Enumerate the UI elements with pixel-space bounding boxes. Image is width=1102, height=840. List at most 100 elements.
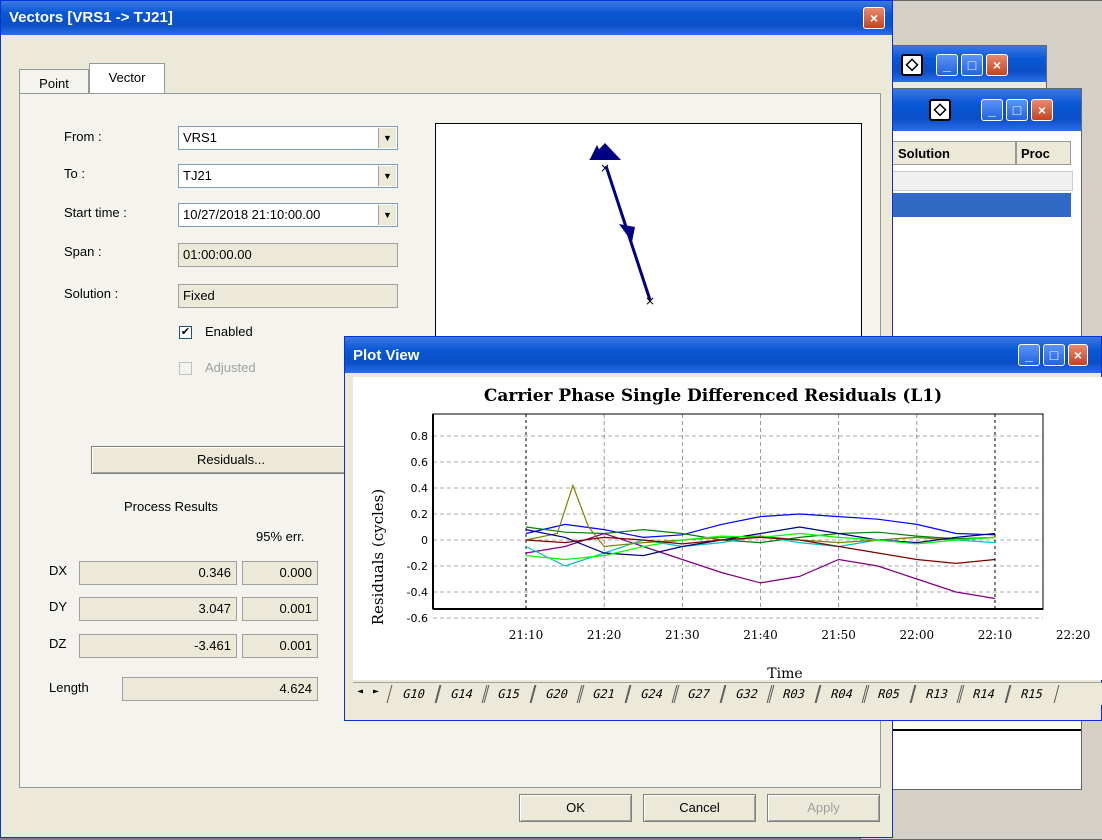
x-tick-label: 22:10 [978,628,1013,642]
tab-g14[interactable]: G14 [434,685,489,703]
tab-g20[interactable]: G20 [529,685,584,703]
vector-arrow [619,224,635,242]
from-point-cross: × [600,161,610,175]
tab-r05[interactable]: R05 [861,685,917,703]
cancel-button[interactable]: Cancel [643,794,756,822]
tab-r14[interactable]: R14 [956,685,1012,703]
start-time-combo[interactable]: 10/27/2018 21:10:00.00 ▼ [178,203,398,227]
to-value: TJ21 [183,168,212,183]
x-tick-label: 21:20 [587,628,622,642]
plot-view-titlebar: Plot View [345,337,1101,373]
plot-view-window: Plot View _ □ × Carrier Phase Single Dif… [344,336,1102,721]
dz-err: 0.001 [242,634,318,658]
process-results-label: Process Results [124,499,218,514]
plot-maximize-button[interactable]: □ [1043,344,1065,366]
diamond-icon[interactable]: ◇ [901,54,923,76]
to-point-cross: × [645,294,655,308]
chevron-down-icon[interactable]: ▼ [378,128,396,148]
chevron-down-icon[interactable]: ▼ [378,205,396,225]
chart-ylabel: Residuals (cycles) [369,489,387,626]
chart-axes: 21:10 21:20 21:30 21:40 21:50 22:00 22:10 22:20… [407,413,1090,642]
chart-title: Carrier Phase Single Differenced Residua… [484,386,942,406]
ok-button[interactable]: OK [519,794,632,822]
dy-err: 0.001 [242,597,318,621]
table-row-selected[interactable] [891,193,1071,217]
plot-minimize-button[interactable]: _ [1018,344,1040,366]
dz-label: DZ [49,636,67,651]
x-tick-label: 22:00 [900,628,935,642]
series-line [525,483,996,548]
y-tick-label: 0 [421,534,428,547]
chart-xlabel: Time [767,666,802,680]
adjusted-checkbox[interactable] [179,362,192,375]
chart-grid [433,414,1043,619]
tab-r04[interactable]: R04 [814,685,869,703]
solution-field: Fixed [178,284,398,308]
dx-label: DX [49,563,68,578]
series-line [525,536,996,565]
tab-vector[interactable]: Vector [89,63,165,93]
x-tick-label: 21:10 [509,628,544,642]
tab-g27[interactable]: G27 [671,685,727,703]
dx-value: 0.346 [79,561,237,585]
column-header-solution[interactable]: Solution [891,141,1016,165]
column-header-proc[interactable]: Proc [1016,141,1071,165]
solution-label: Solution : [64,286,119,301]
plot-close-button[interactable]: × [1068,344,1088,366]
panel-divider [881,729,1081,731]
tab-g10[interactable]: G10 [386,685,442,703]
minimize-button[interactable]: _ [981,99,1003,121]
to-combo[interactable]: TJ21 ▼ [178,164,398,188]
residuals-chart: Carrier Phase Single Differenced Residua… [369,386,1090,680]
tab-point[interactable]: Point [19,69,89,93]
minimize-button[interactable]: _ [936,54,958,76]
dialog-close-button[interactable]: × [863,7,885,29]
tab-scroll-right[interactable]: ► [373,686,380,697]
enabled-checkbox[interactable]: ✔ [179,326,192,339]
maximize-button[interactable]: □ [961,54,983,76]
x-tick-label: 21:30 [665,628,700,642]
tab-g24[interactable]: G24 [624,685,679,703]
span-label: Span : [64,244,102,259]
tab-g15[interactable]: G15 [481,685,537,703]
series-line [525,513,996,539]
x-tick-label: 21:50 [821,628,856,642]
table-row[interactable] [891,171,1073,191]
tab-r03[interactable]: R03 [766,685,822,703]
chevron-down-icon[interactable]: ▼ [378,166,396,186]
dx-err: 0.000 [242,561,318,585]
maximize-button[interactable]: □ [1006,99,1028,121]
start-time-label: Start time : [64,205,127,220]
close-button[interactable]: × [986,54,1008,76]
tab-r13[interactable]: R13 [909,685,964,703]
y-tick-label: 0.6 [411,456,429,469]
dz-value: -3.461 [79,634,237,658]
y-tick-label: -0.2 [407,560,428,573]
length-label: Length [49,680,89,695]
sheet-tabs-bar: ◄ ► G10 G14 G15 G20 G21 G24 G27 G32 R03 R04 R05 R13… [353,682,1102,705]
vector-preview: × × [435,123,862,343]
close-button[interactable]: × [1031,99,1053,121]
x-tick-label: 21:40 [743,628,778,642]
series-line [525,532,996,600]
start-time-value: 10/27/2018 21:10:00.00 [183,207,321,222]
y-tick-label: 0.2 [411,508,429,521]
diamond-icon[interactable]: ◇ [929,99,951,121]
tab-r15[interactable]: R15 [1004,685,1059,703]
from-label: From : [64,129,102,144]
dy-label: DY [49,599,68,614]
length-value: 4.624 [122,677,318,701]
tab-g21[interactable]: G21 [576,685,632,703]
series-line [525,526,996,557]
vectors-dialog-titlebar: Vectors [VRS1 -> TJ21] [1,1,892,35]
tab-scroll-left[interactable]: ◄ [357,686,364,697]
tab-g32[interactable]: G32 [719,685,774,703]
err-header: 95% err. [256,529,305,544]
residuals-button[interactable]: Residuals... [91,446,371,474]
to-label: To : [64,166,85,181]
from-combo[interactable]: VRS1 ▼ [178,126,398,150]
apply-button[interactable]: Apply [767,794,880,822]
chart-series [525,483,996,600]
span-field: 01:00:00.00 [178,243,398,267]
enabled-label: Enabled [205,324,253,339]
